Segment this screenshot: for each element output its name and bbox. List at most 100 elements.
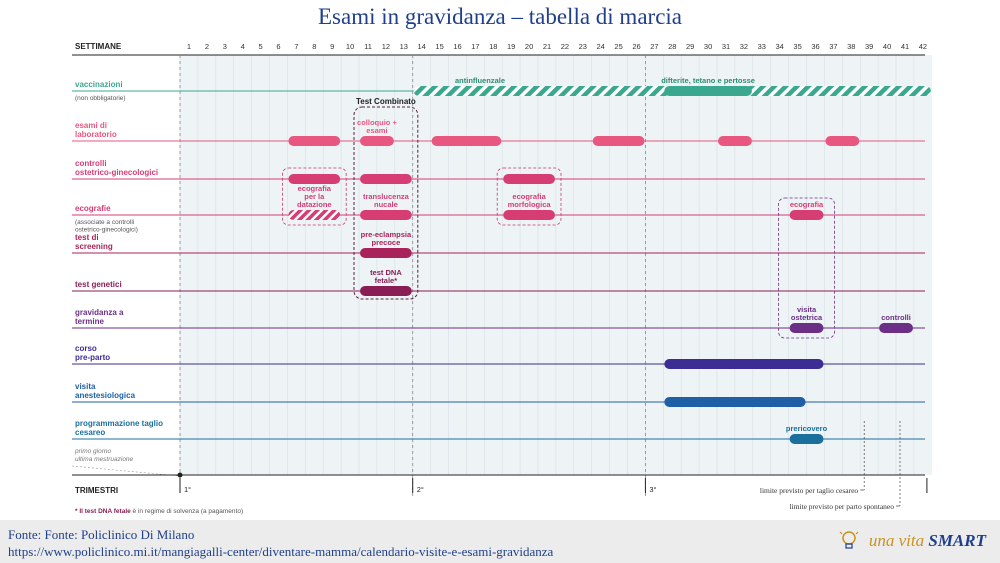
row-label: vaccinazioni <box>75 80 123 89</box>
lmp-label: ultima mestruazione <box>75 456 134 463</box>
bar-label: ostetrica <box>791 313 823 322</box>
week-tick-label: 39 <box>865 42 873 51</box>
week-tick-label: 16 <box>453 42 461 51</box>
gantt-chart: SETTIMANE 1 2 3 4 5 6 7 8 9 10 11 12 13 14 15 16 17 18 19 20… <box>71 42 932 515</box>
limit-label: limite previsto per taglio cesareo <box>760 486 859 495</box>
week-tick-label: 18 <box>489 42 497 51</box>
bar <box>503 174 555 184</box>
week-tick-label: 7 <box>294 42 298 51</box>
bar-label: ecografia <box>298 184 332 193</box>
bar-label: antinfluenzale <box>455 76 505 85</box>
bar <box>360 248 412 258</box>
week-tick-label: 28 <box>668 42 676 51</box>
row-sublabel: (associate a controlli <box>75 219 134 226</box>
group-label: Test Combinato <box>356 97 416 106</box>
row-label: cesareo <box>75 428 105 437</box>
row-label: test di <box>75 233 99 242</box>
week-tick-label: 11 <box>364 42 372 51</box>
brand-prefix: una vita <box>868 531 929 550</box>
bar-label: fetale* <box>375 276 398 285</box>
trimester-label: 2° <box>417 485 424 494</box>
week-tick-label: 40 <box>883 42 891 51</box>
page-title: Esami in gravidanza – tabella di marcia <box>317 4 682 29</box>
week-tick-label: 9 <box>330 42 334 51</box>
x-axis-label: SETTIMANE <box>75 42 122 51</box>
week-tick-label: 23 <box>579 42 587 51</box>
bar <box>360 210 412 220</box>
week-tick-label: 34 <box>776 42 784 51</box>
bar <box>718 136 752 146</box>
row-label: visita <box>75 382 96 391</box>
footer-bar <box>0 520 1000 563</box>
week-tick-label: 41 <box>901 42 909 51</box>
row-label: programmazione taglio <box>75 419 163 428</box>
bar-label: test DNA <box>370 268 402 277</box>
bar <box>789 323 824 333</box>
row-label: esami di <box>75 121 107 130</box>
lmp-marker <box>177 472 183 478</box>
row-label: corso <box>75 344 97 353</box>
bar <box>503 210 555 220</box>
week-tick-label: 29 <box>686 42 694 51</box>
week-tick-label: 3 <box>223 42 227 51</box>
footnote: * Il test DNA fetale è in regime di solv… <box>75 508 243 515</box>
bar <box>360 174 412 184</box>
row-label: gravidanza a <box>75 308 124 317</box>
bar <box>664 359 824 369</box>
lightbulb-icon <box>839 531 859 549</box>
trimester-label: 1° <box>184 485 191 494</box>
footnote-bold: * Il test DNA fetale <box>75 508 131 515</box>
row-label: pre-parto <box>75 353 110 362</box>
highlight-box <box>496 167 562 226</box>
footnote-rest: è in regime di solvenza (a pagamento) <box>131 508 243 515</box>
row-sublabel: (non obbligatorie) <box>75 95 126 102</box>
bar <box>664 397 806 407</box>
week-tick-label: 33 <box>758 42 766 51</box>
week-tick-label: 5 <box>259 42 263 51</box>
brand-accent: SMART <box>928 531 986 550</box>
week-tick-label: 36 <box>811 42 819 51</box>
week-tick-label: 31 <box>722 42 730 51</box>
week-tick-label: 24 <box>597 42 605 51</box>
bar-label: precoce <box>372 238 401 247</box>
bar <box>288 174 341 184</box>
limit-label: limite previsto per parto spontaneo <box>789 502 894 511</box>
week-tick-label: 17 <box>471 42 479 51</box>
trimester-label: 3° <box>649 485 656 494</box>
week-tick-label: 20 <box>525 42 533 51</box>
row-label: termine <box>75 317 104 326</box>
week-tick-label: 22 <box>561 42 569 51</box>
week-tick-label: 6 <box>276 42 280 51</box>
bar <box>825 136 860 146</box>
bar <box>360 136 394 146</box>
bar <box>879 323 913 333</box>
week-tick-label: 32 <box>740 42 748 51</box>
bar-label: datazione <box>297 200 332 209</box>
bar <box>288 210 341 220</box>
week-tick-label: 26 <box>632 42 640 51</box>
bar <box>789 210 824 220</box>
week-tick-label: 21 <box>543 42 551 51</box>
row-label: test genetici <box>75 280 122 289</box>
bar-label: controlli <box>881 313 911 322</box>
week-tick-label: 35 <box>793 42 801 51</box>
bar-label: translucenza <box>363 192 410 201</box>
row-label: ostetrico-ginecologici <box>75 168 158 177</box>
week-tick-label: 1 <box>187 42 191 51</box>
row-label: laboratorio <box>75 130 117 139</box>
bar-label: visita <box>797 305 817 314</box>
week-tick-label: 19 <box>507 42 515 51</box>
highlight-box <box>281 167 347 226</box>
week-tick-label: 30 <box>704 42 712 51</box>
week-tick-label: 38 <box>847 42 855 51</box>
week-tick-label: 37 <box>829 42 837 51</box>
bar-label: colloquio + <box>357 118 397 127</box>
highlight-box <box>778 197 835 339</box>
week-tick-label: 13 <box>400 42 408 51</box>
week-tick-label: 25 <box>614 42 622 51</box>
lmp-label: primo giorno <box>74 448 112 455</box>
row-label: controlli <box>75 159 107 168</box>
source-text: Fonte: Fonte: Policlinico Di Milano <box>8 527 195 542</box>
bar <box>360 286 412 296</box>
week-tick-label: 2 <box>205 42 209 51</box>
